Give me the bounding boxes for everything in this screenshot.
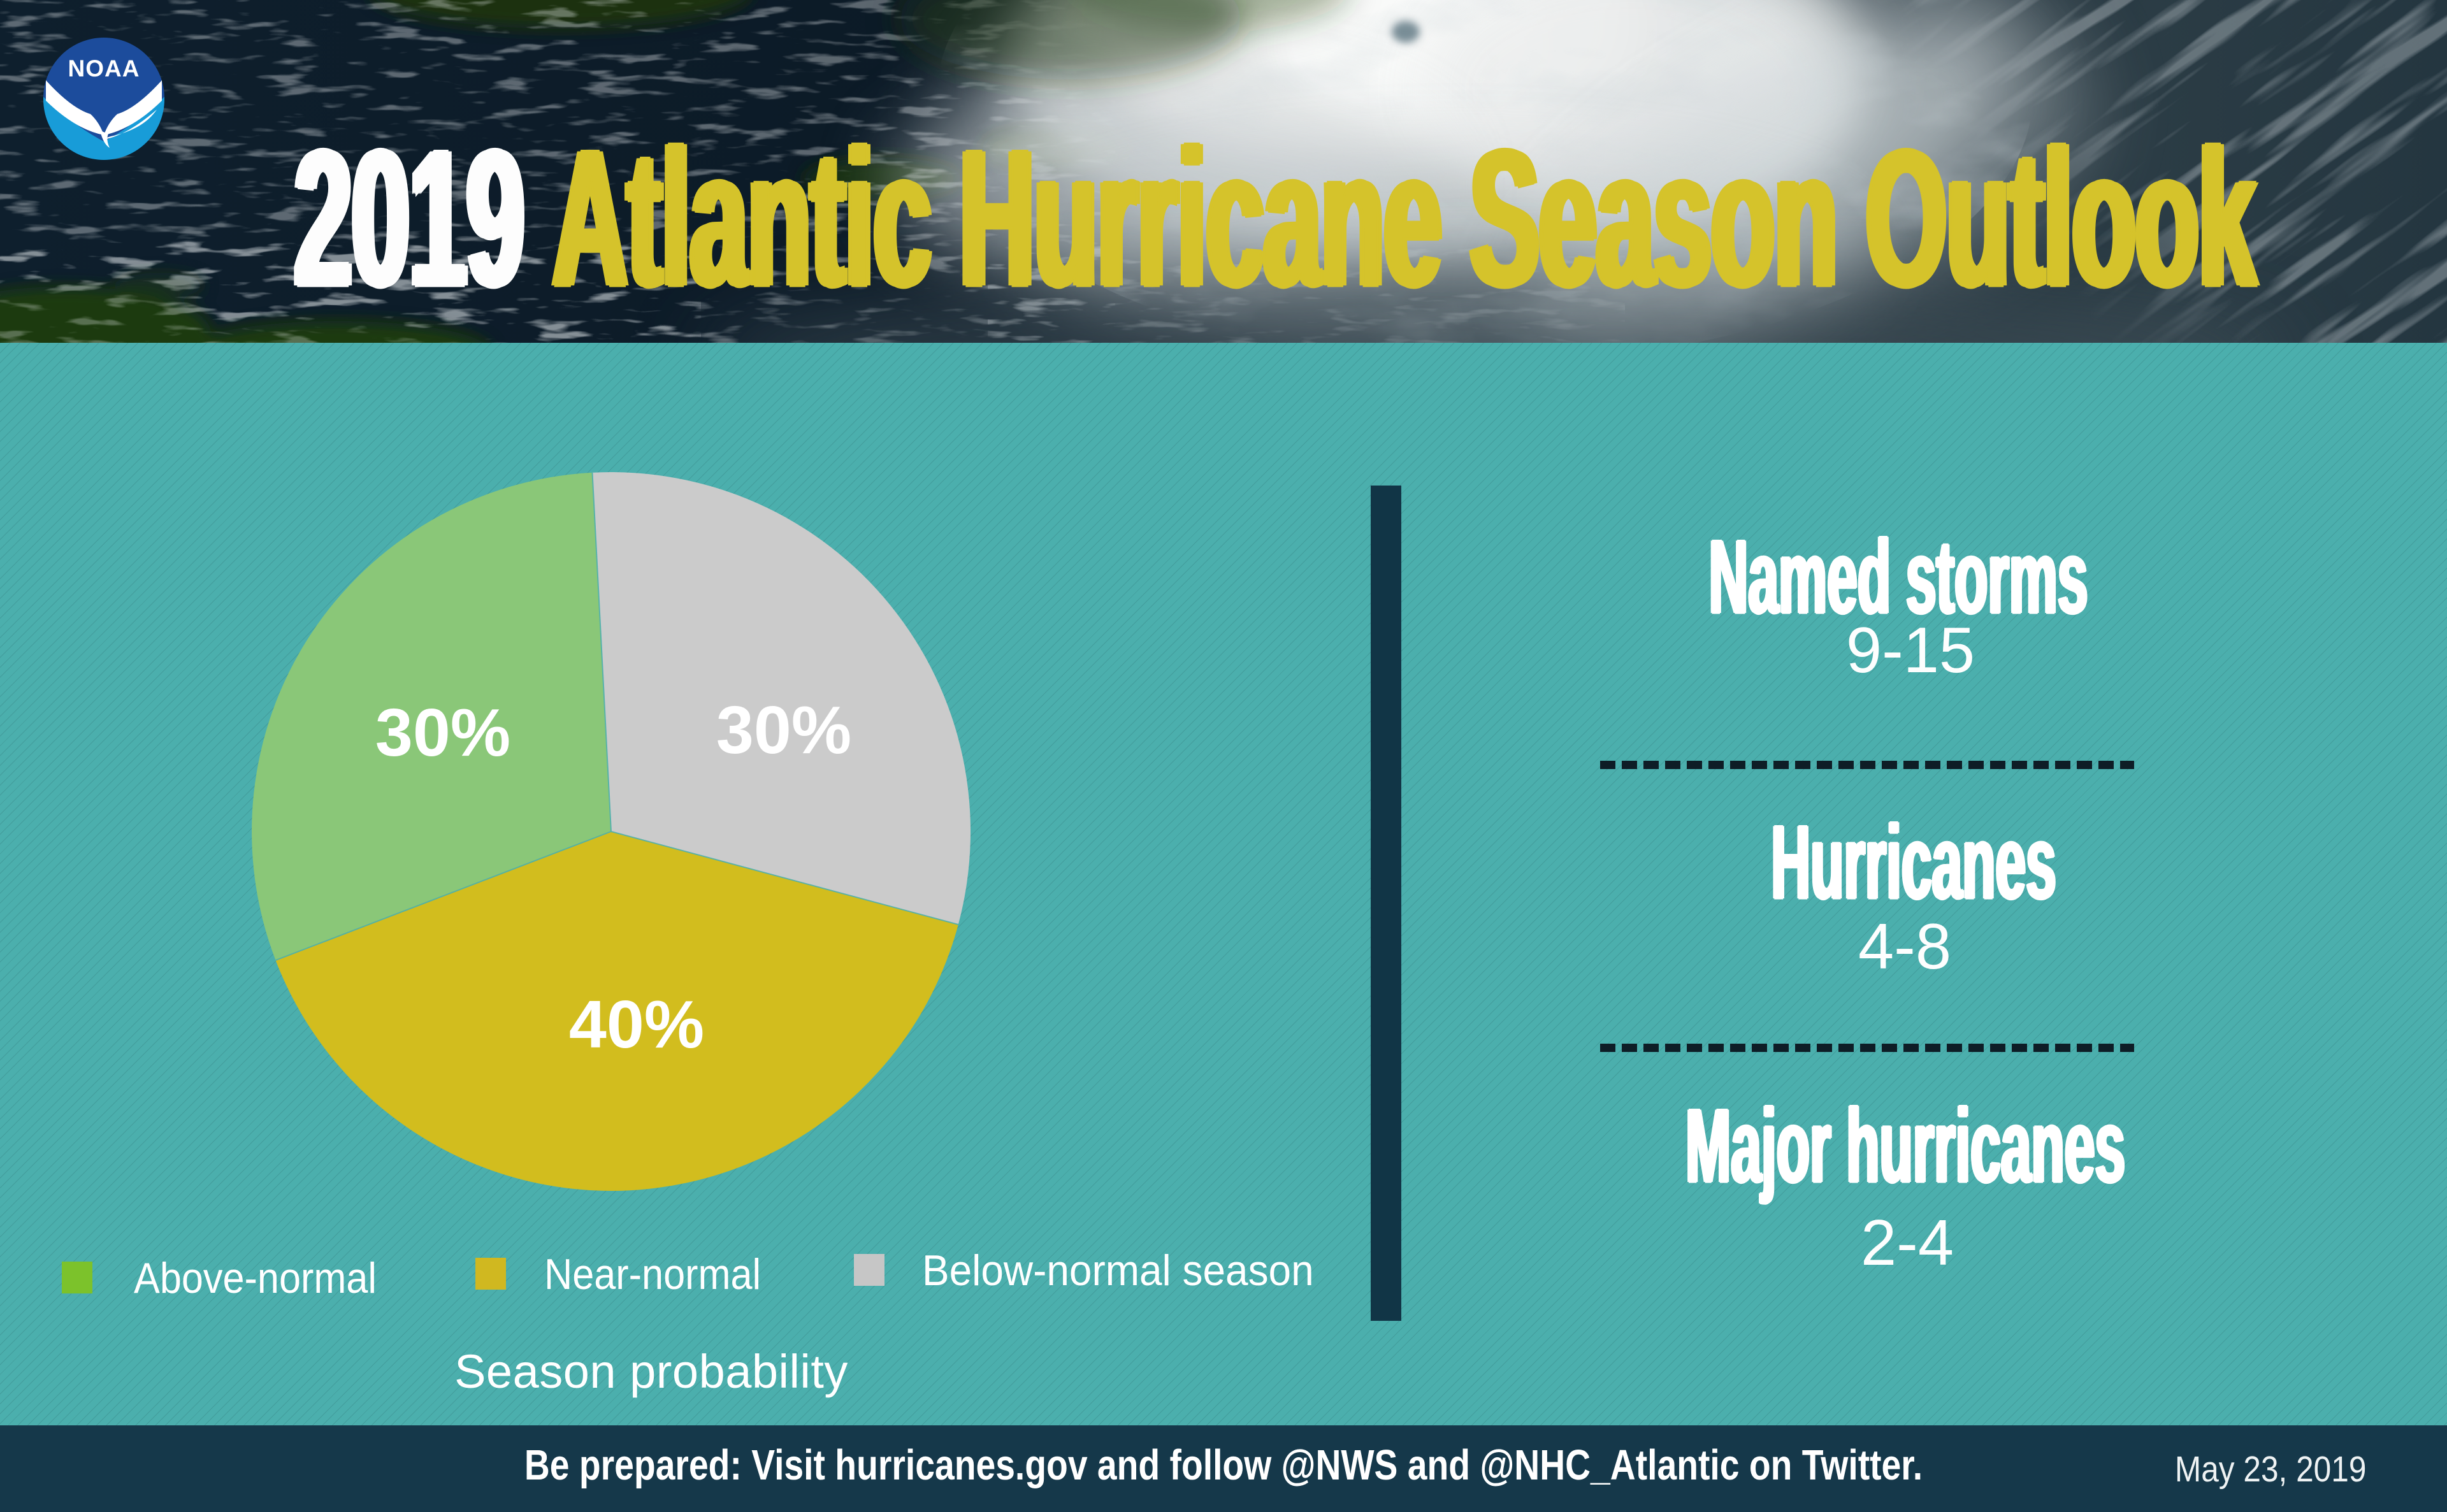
svg-text:30%: 30% [375, 695, 510, 770]
svg-text:40%: 40% [569, 987, 704, 1062]
svg-text:NOAA: NOAA [68, 55, 140, 82]
svg-text:30%: 30% [716, 693, 851, 768]
